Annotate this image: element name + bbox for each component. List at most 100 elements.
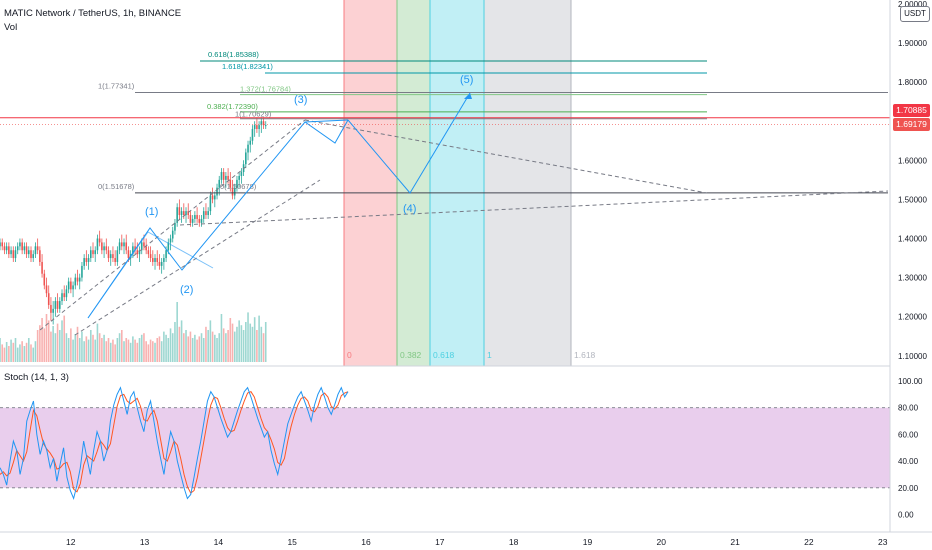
volume-bar (134, 339, 136, 362)
fib-level-label: 0.382(1.72390) (207, 102, 258, 111)
candle-body (183, 211, 185, 216)
volume-bar (152, 341, 154, 362)
volume-bar (74, 334, 77, 362)
volume-bar (34, 341, 37, 362)
stoch-tick-label: 40.00 (898, 457, 919, 466)
volume-bar (262, 333, 265, 362)
elliott-label: (2) (180, 284, 193, 296)
volume-bar (149, 339, 152, 362)
volume-bar (145, 341, 147, 362)
elliott-label: (3) (294, 94, 307, 106)
volume-bar (1, 344, 4, 362)
fib-time-zones: 0 0.382 0.618 1 1.618 (343, 0, 596, 366)
candle-body (165, 250, 167, 259)
candle-body (43, 273, 46, 286)
stoch-k-line (0, 386, 349, 501)
candle-body (158, 261, 161, 266)
candle-body (247, 144, 249, 153)
volume-bar (253, 317, 256, 362)
volume-bar (89, 330, 92, 362)
volume-bar (198, 336, 201, 362)
volume-bar (39, 325, 41, 362)
candle-body (116, 250, 119, 262)
price-tick-label: 1.80000 (898, 78, 927, 87)
price-tick-label: 2.00000 (898, 0, 927, 9)
volume-bar (196, 339, 198, 362)
fib-level-label: 1.618(1.82341) (222, 62, 273, 71)
volume-bar (264, 322, 267, 362)
candle-body (174, 222, 176, 231)
candle-body (149, 254, 152, 259)
volume-bar (25, 342, 28, 362)
candlesticks (0, 117, 267, 325)
volume-bar (156, 338, 159, 362)
volume-bar (136, 342, 139, 362)
volume-bar (220, 314, 223, 362)
volume-bar (112, 339, 114, 362)
trend-line (304, 119, 708, 194)
candle-body (63, 293, 66, 298)
candle-body (12, 250, 15, 259)
volume-bar (43, 328, 46, 362)
candle-body (260, 121, 263, 126)
volume-bar (14, 338, 17, 362)
volume-bar (67, 338, 70, 362)
candle-body (180, 211, 183, 216)
volume-bar (65, 333, 68, 362)
candle-body (1, 242, 4, 247)
volume-bar (8, 346, 10, 362)
volume-bar (143, 333, 145, 362)
price-tag-lower: 1.69179 (893, 118, 930, 131)
stoch-tick-label: 60.00 (898, 430, 919, 439)
volume-bar (107, 338, 110, 362)
volume-bar (16, 347, 19, 362)
volume-bar (176, 302, 178, 362)
candle-body (225, 175, 227, 180)
candle-body (218, 179, 221, 188)
fib-level-label: 0(1.51678) (98, 182, 135, 191)
volume-bar (109, 342, 112, 362)
candle-body (229, 179, 232, 188)
volume-bar (50, 331, 52, 362)
candle-body (127, 250, 130, 259)
fib-time-zone (344, 0, 397, 366)
candle-body (30, 250, 32, 259)
candle-body (262, 121, 265, 126)
candle-body (41, 261, 43, 274)
candle-body (185, 211, 187, 216)
volume-bar (96, 323, 99, 362)
elliott-wave-detail (304, 119, 349, 144)
candle-body (216, 187, 218, 196)
candle-body (92, 250, 94, 255)
volume-bar (229, 318, 232, 362)
volume-bar (169, 328, 172, 362)
volume-bar (129, 342, 132, 362)
candle-body (34, 246, 37, 255)
candle-body (8, 246, 10, 255)
candle-body (196, 215, 198, 219)
candle-body (134, 246, 136, 251)
stoch-band (0, 407, 890, 488)
candle-body (23, 246, 26, 251)
time-tick-label: 16 (361, 537, 371, 547)
volume-bar (218, 333, 221, 362)
candle-body (112, 254, 114, 259)
time-tick-label: 20 (657, 537, 667, 547)
candle-body (187, 211, 190, 216)
time-tick-label: 15 (287, 537, 297, 547)
volume-bar (202, 338, 205, 362)
time-tick-label: 12 (66, 537, 76, 547)
currency-badge[interactable]: USDT (900, 6, 930, 22)
volume-bar (61, 320, 63, 362)
fib-time-label: 0.618 (433, 350, 455, 360)
candle-body (70, 281, 72, 290)
volume-bar (103, 334, 105, 362)
volume-bar (242, 330, 245, 362)
volume-bar (85, 336, 88, 362)
volume-bar (36, 330, 39, 362)
trend-line (179, 190, 889, 226)
drawings[interactable]: 0.618(1.85388) 1.618(1.82341) 1(1.77341) 1.… (0, 50, 890, 336)
fib-level-label: 0.618(1.85388) (208, 50, 259, 59)
candle-body (152, 258, 154, 262)
